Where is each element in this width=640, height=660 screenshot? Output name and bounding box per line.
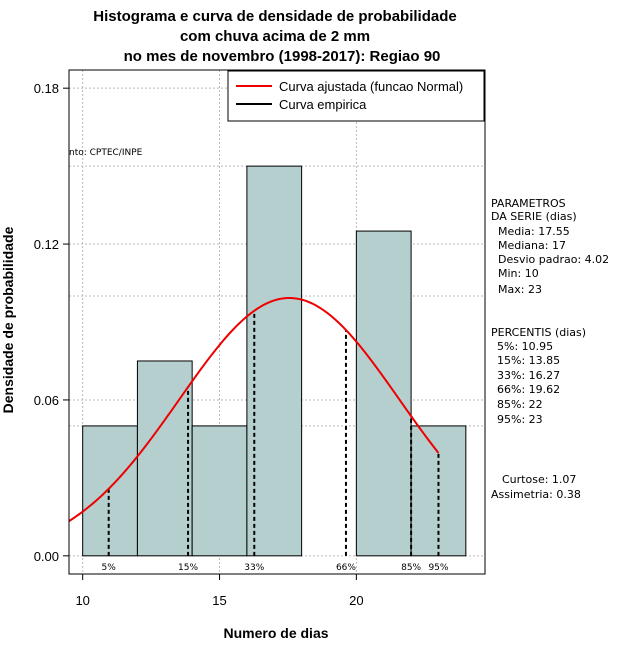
source-note: nto: CPTEC/INPE (69, 148, 143, 158)
percentil-15: 15%: 13.85 (497, 354, 560, 367)
legend-label-fitted: Curva ajustada (funcao Normal) (279, 79, 463, 94)
plot-frame (68, 69, 486, 575)
bars-layer (82, 165, 467, 557)
percentis-title: PERCENTIS (dias) (491, 326, 586, 339)
percentil-95: 95%: 23 (497, 413, 543, 426)
legend: Curva ajustada (funcao Normal) Curva emp… (227, 70, 485, 122)
histogram-bar (136, 360, 193, 557)
percentil-33: 33%: 16.27 (497, 369, 560, 382)
param-min: Min: 10 (498, 267, 539, 280)
histogram-bar (82, 425, 138, 557)
param-max: Max: 23 (498, 283, 542, 296)
chart-title-line-1: Histograma e curva de densidade de proba… (93, 8, 456, 25)
x-tick-label: 10 (75, 593, 89, 608)
percentile-label: 66% (336, 563, 356, 573)
percentil-66: 66%: 19.62 (497, 383, 560, 396)
params-title-1: PARAMETROS (491, 197, 566, 210)
param-mediana: Mediana: 17 (498, 239, 566, 252)
legend-label-empirical: Curva empirica (279, 97, 367, 112)
axis-layer: 0.00 0.06 0.12 0.18 10 15 20 (34, 81, 364, 608)
percentile-label: 85% (401, 563, 421, 573)
percentile-layer: 5% 15% 33% 66% 85% 95% (102, 310, 449, 573)
x-tick-label: 15 (212, 593, 226, 608)
percentil-85: 85%: 22 (497, 398, 543, 411)
y-tick-label: 0.18 (34, 81, 59, 96)
y-tick-label: 0.06 (34, 393, 59, 408)
stat-curtose: Curtose: 1.07 (502, 473, 576, 486)
y-tick-label: 0.00 (34, 549, 59, 564)
percentile-label: 15% (178, 563, 198, 573)
percentile-label: 95% (428, 563, 448, 573)
percentil-5: 5%: 10.95 (497, 340, 553, 353)
param-desvio: Desvio padrao: 4.02 (498, 253, 609, 266)
histogram-bar (191, 425, 248, 557)
stat-assimetria: Assimetria: 0.38 (491, 488, 581, 501)
percentile-label: 5% (102, 563, 117, 573)
x-tick-label: 20 (349, 593, 363, 608)
histogram-bar (246, 165, 303, 557)
histogram-bar (355, 230, 412, 557)
chart-title-line-3: no mes de novembro (1998-2017): Regiao 9… (124, 48, 441, 65)
side-panel: PARAMETROS DA SERIE (dias) Media: 17.55 … (491, 197, 609, 501)
params-title-2: DA SERIE (dias) (491, 210, 577, 223)
percentile-label: 33% (244, 563, 264, 573)
y-axis-title: Densidade de probabilidade (0, 226, 16, 413)
param-media: Media: 17.55 (498, 225, 570, 238)
normal-curve (68, 297, 440, 522)
x-axis-title: Numero de dias (223, 625, 328, 641)
y-tick-label: 0.12 (34, 237, 59, 252)
curve-layer (68, 297, 440, 522)
legend-box (227, 70, 485, 122)
chart-title-line-2: com chuva acima de 2 mm (180, 28, 370, 45)
